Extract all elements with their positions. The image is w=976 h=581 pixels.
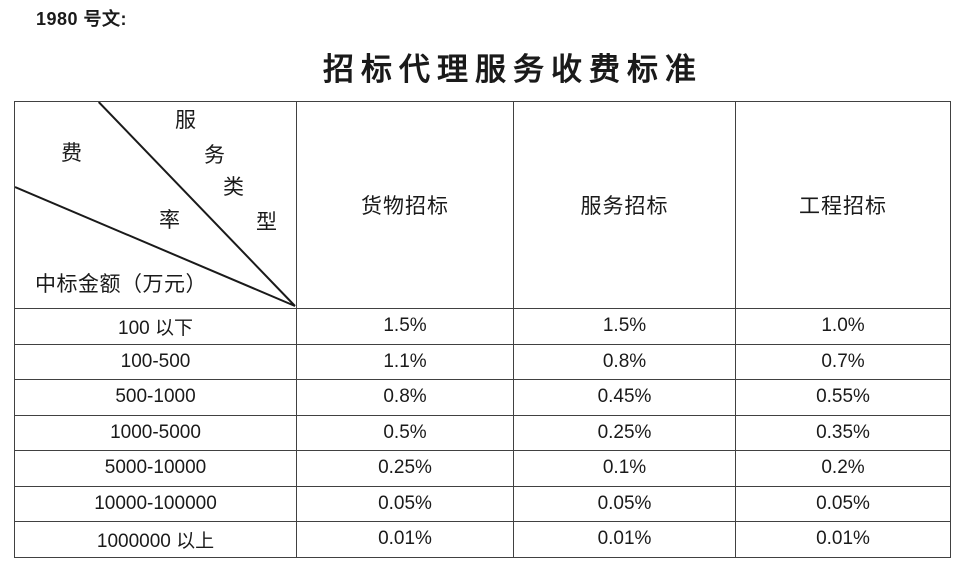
goods-rate-cell: 1.5% xyxy=(296,308,514,345)
table-row: 500-1000 0.8% 0.45% 0.55% xyxy=(14,379,951,416)
diagonal-lines xyxy=(15,102,296,307)
table-row: 1000-5000 0.5% 0.25% 0.35% xyxy=(14,414,951,451)
goods-rate-cell: 0.05% xyxy=(296,485,514,522)
table-corner-cell: 服 务 类 型 费 率 中标金额（万元） xyxy=(14,101,297,309)
amount-cell: 100-500 xyxy=(14,343,297,380)
engineering-rate-cell: 0.55% xyxy=(735,379,951,416)
doc-number-label: 1980 号文: xyxy=(36,9,128,29)
corner-fee-rate-char: 费 xyxy=(61,141,82,165)
column-header-service: 服务招标 xyxy=(513,101,736,309)
engineering-rate-cell: 0.7% xyxy=(735,343,951,380)
corner-fee-rate-char: 率 xyxy=(159,208,180,232)
service-rate-cell: 0.1% xyxy=(513,450,736,487)
amount-cell: 1000000 以上 xyxy=(14,521,297,558)
table-row: 10000-100000 0.05% 0.05% 0.05% xyxy=(14,485,951,522)
table-row: 100 以下 1.5% 1.5% 1.0% xyxy=(14,308,951,345)
corner-diagonal-cell: 服 务 类 型 费 率 中标金额（万元） xyxy=(15,102,296,308)
column-header-engineering: 工程招标 xyxy=(735,101,951,309)
table-row: 5000-10000 0.25% 0.1% 0.2% xyxy=(14,450,951,487)
amount-cell: 100 以下 xyxy=(14,308,297,345)
amount-cell: 5000-10000 xyxy=(14,450,297,487)
service-rate-cell: 0.01% xyxy=(513,521,736,558)
engineering-rate-cell: 0.05% xyxy=(735,485,951,522)
service-rate-cell: 0.45% xyxy=(513,379,736,416)
fee-rate-table: 服 务 类 型 费 率 中标金额（万元） 货物招标 服务招标 工程招标 100 … xyxy=(14,101,951,558)
engineering-rate-cell: 0.35% xyxy=(735,414,951,451)
service-rate-cell: 1.5% xyxy=(513,308,736,345)
goods-rate-cell: 1.1% xyxy=(296,343,514,380)
amount-cell: 10000-100000 xyxy=(14,485,297,522)
table-header-row: 服 务 类 型 费 率 中标金额（万元） 货物招标 服务招标 工程招标 xyxy=(14,101,951,309)
page-title: 招标代理服务收费标准 xyxy=(323,52,703,87)
engineering-rate-cell: 0.01% xyxy=(735,521,951,558)
corner-amount-label: 中标金额（万元） xyxy=(35,272,207,296)
engineering-rate-cell: 1.0% xyxy=(735,308,951,345)
goods-rate-cell: 0.01% xyxy=(296,521,514,558)
goods-rate-cell: 0.25% xyxy=(296,450,514,487)
column-header-goods: 货物招标 xyxy=(296,101,514,309)
engineering-rate-cell: 0.2% xyxy=(735,450,951,487)
table-row: 100-500 1.1% 0.8% 0.7% xyxy=(14,343,951,380)
corner-service-type-char: 型 xyxy=(256,210,277,234)
amount-cell: 500-1000 xyxy=(14,379,297,416)
goods-rate-cell: 0.8% xyxy=(296,379,514,416)
service-rate-cell: 0.25% xyxy=(513,414,736,451)
corner-service-type-char: 服 xyxy=(175,108,196,132)
corner-service-type-char: 务 xyxy=(204,143,225,167)
amount-cell: 1000-5000 xyxy=(14,414,297,451)
service-rate-cell: 0.05% xyxy=(513,485,736,522)
goods-rate-cell: 0.5% xyxy=(296,414,514,451)
service-rate-cell: 0.8% xyxy=(513,343,736,380)
corner-service-type-char: 类 xyxy=(223,175,244,199)
table-row: 1000000 以上 0.01% 0.01% 0.01% xyxy=(14,521,951,558)
